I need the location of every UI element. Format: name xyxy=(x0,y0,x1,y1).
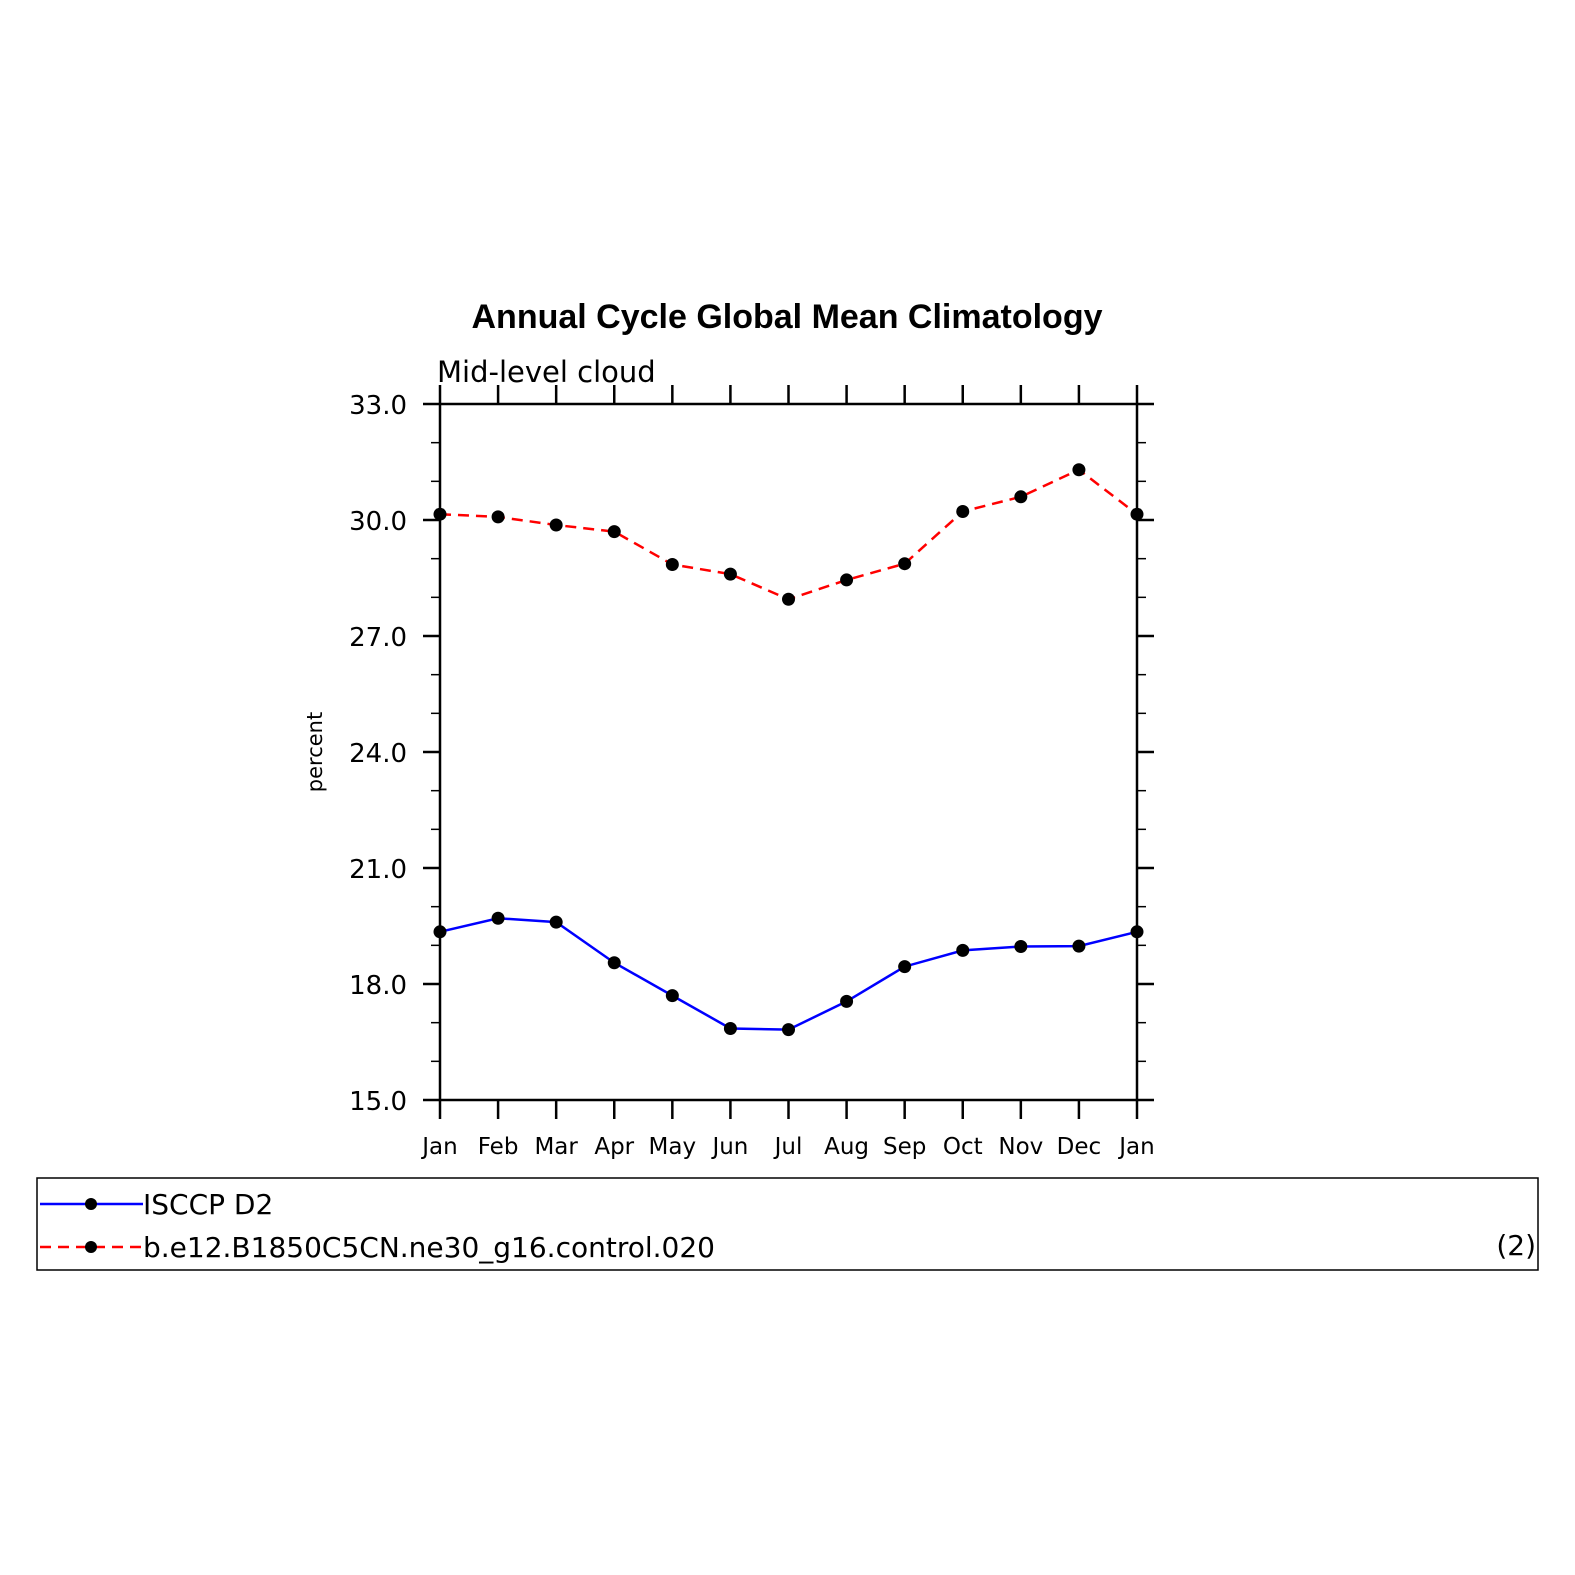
data-point xyxy=(1014,490,1028,504)
series-line-1 xyxy=(439,468,1138,601)
y-tick-label: 21.0 xyxy=(349,855,407,885)
data-point xyxy=(956,504,970,518)
data-point xyxy=(549,915,563,929)
x-tick-label: Feb xyxy=(478,1134,519,1160)
data-point xyxy=(1014,939,1028,953)
data-point xyxy=(956,943,970,957)
x-tick-label: Jul xyxy=(773,1134,803,1160)
x-tick-label: Sep xyxy=(883,1134,926,1160)
data-point xyxy=(840,994,854,1008)
data-point xyxy=(782,1023,795,1037)
y-axis-label: percent xyxy=(303,712,327,792)
data-point xyxy=(1130,925,1144,939)
y-tick-label: 27.0 xyxy=(349,623,407,653)
y-tick-label: 33.0 xyxy=(349,391,407,421)
x-tick-label: Apr xyxy=(594,1134,634,1160)
y-tick-label: 15.0 xyxy=(349,1087,407,1117)
data-point xyxy=(840,573,854,587)
data-point xyxy=(1130,507,1144,521)
x-tick-label: Mar xyxy=(534,1134,578,1160)
data-point xyxy=(607,525,621,539)
data-point xyxy=(898,557,912,571)
legend-label-0: ISCCP D2 xyxy=(143,1188,273,1221)
x-tick-label: Jun xyxy=(710,1134,748,1160)
x-tick-label: Dec xyxy=(1057,1134,1102,1160)
y-tick-label: 24.0 xyxy=(349,739,407,769)
data-point xyxy=(491,510,505,524)
data-point xyxy=(433,507,447,521)
data-point xyxy=(898,960,912,974)
chart-subtitle: Mid-level cloud xyxy=(437,355,656,389)
y-tick-label: 18.0 xyxy=(349,971,407,1001)
data-point xyxy=(549,518,563,532)
data-point xyxy=(723,1021,737,1035)
legend-note: (2) xyxy=(1496,1229,1536,1262)
data-point xyxy=(433,925,447,939)
x-tick-label: Jan xyxy=(1117,1134,1154,1160)
legend-marker-1 xyxy=(85,1241,97,1253)
data-point xyxy=(1072,463,1086,477)
axes: 15.0 18.0 21.0 24.0 27.0 30.0 33.0 Jan Feb Mar Apr… xyxy=(349,385,1155,1160)
chart-title: Annual Cycle Global Mean Climatology xyxy=(472,298,1103,336)
x-tick-label: Aug xyxy=(824,1134,869,1160)
legend: ISCCP D2 b.e12.B1850C5CN.ne30_g16.control… xyxy=(40,1188,715,1264)
legend-box xyxy=(36,1177,1539,1271)
x-tick-label: Nov xyxy=(998,1134,1043,1160)
series-line-0 xyxy=(439,917,1138,1031)
data-point xyxy=(491,911,505,925)
x-tick-label: May xyxy=(649,1134,697,1160)
data-point xyxy=(782,592,795,606)
data-point xyxy=(665,557,679,571)
data-point xyxy=(607,956,621,970)
legend-label-1: b.e12.B1850C5CN.ne30_g16.control.020 xyxy=(143,1231,715,1264)
data-point xyxy=(665,989,679,1003)
plot-frame xyxy=(438,402,1139,1102)
x-tick-label: Jan xyxy=(420,1134,457,1160)
y-tick-label: 30.0 xyxy=(349,507,407,537)
x-tick-label: Oct xyxy=(943,1134,983,1160)
series-layer xyxy=(433,463,1144,1037)
data-point xyxy=(1072,939,1086,953)
data-point xyxy=(723,567,737,581)
legend-marker-0 xyxy=(85,1198,97,1210)
